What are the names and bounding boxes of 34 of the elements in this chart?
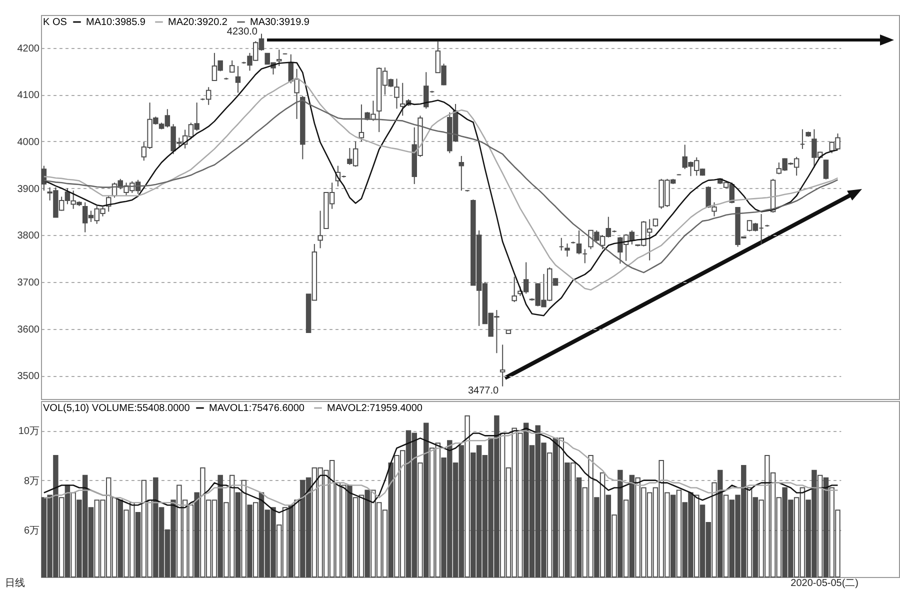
candlestick [500,344,506,387]
y-tick-label: 3700 [17,277,40,288]
candlestick [576,230,582,255]
y-tick-label: 10万 [18,426,40,438]
y-tick-label: 4000 [17,136,40,148]
text: 日线 [5,577,25,589]
y-tick-label: 3500 [17,371,40,382]
y-tick-label: 6万 [24,525,40,536]
candlestick [512,276,517,303]
candlestick [564,243,570,258]
legend-label: MA30:3919.9 [250,17,310,28]
candlestick [318,210,323,249]
candlestick [823,159,829,180]
y-tick-label: 4100 [17,90,40,102]
y-tick-label: 8万 [24,476,40,487]
annotation: 3477.0 [468,385,500,396]
candlestick [235,66,241,94]
y-tick-label: 3800 [17,230,40,242]
legend-title: VOL(5,10) VOLUME:55408.0000 [43,403,190,414]
y-tick-label: 3600 [17,324,40,336]
y-tick-label: 4200 [17,43,40,54]
candlestick [276,49,282,67]
candlestick [394,78,400,110]
candlestick [229,60,235,74]
legend-label: MAVOL1:75476.6000 [209,403,305,414]
text: 2020-05-05(二) [790,578,858,589]
legend-title: K OS [43,17,68,28]
legend-label: MA20:3920.2 [168,17,228,28]
candlestick [358,104,364,142]
annotation: 4230.0 [226,26,258,38]
legend-label: MAVOL2:71959.4000 [327,403,423,414]
candlestick [458,155,464,192]
y-tick-label: 3900 [17,184,40,195]
legend-label: MA10:3985.9 [86,17,146,28]
